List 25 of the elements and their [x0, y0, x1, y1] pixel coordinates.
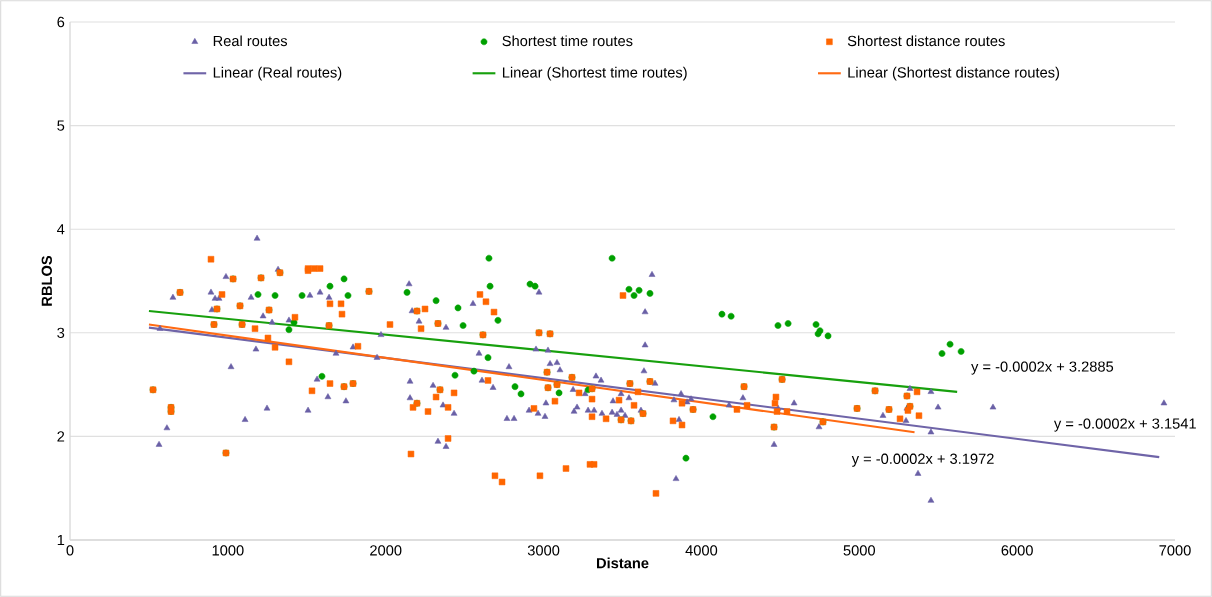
legend-label: Linear (Real routes) — [213, 66, 342, 81]
annotation: y = -0.0002x + 3.1541 — [1053, 418, 1196, 432]
x-tick-label: 2000 — [370, 545, 402, 556]
legend-label: Shortest time routes — [502, 35, 633, 47]
y-tick-label: 1 — [57, 534, 65, 546]
y-axis-title: RBLOS — [41, 255, 52, 306]
x-tick-label: 5000 — [843, 545, 876, 556]
legend-label: Linear (Shortest time routes) — [502, 66, 687, 81]
x-tick-label: 6000 — [1001, 545, 1033, 556]
x-tick-label: 7000 — [1159, 545, 1191, 556]
x-tick-label: 3000 — [527, 545, 560, 556]
x-tick-label: 4000 — [685, 545, 718, 556]
y-tick-label: 5 — [57, 120, 65, 131]
annotation: y = -0.0002x + 3.2885 — [971, 361, 1114, 375]
legend-label: Linear (Shortest distance routes) — [848, 66, 1060, 81]
y-tick-label: 2 — [57, 431, 65, 442]
y-tick-label: 4 — [57, 224, 65, 235]
x-tick-label: 1000 — [212, 545, 244, 556]
y-tick-label: 6 — [57, 16, 65, 28]
annotation: y = -0.0002x + 3.1972 — [851, 453, 994, 467]
y-tick-label: 3 — [57, 327, 65, 338]
legend-label: Real routes — [213, 35, 288, 47]
legend-label: Shortest distance routes — [847, 35, 1005, 47]
x-axis-title: Distane — [597, 557, 649, 569]
x-tick-label: 0 — [66, 545, 74, 556]
